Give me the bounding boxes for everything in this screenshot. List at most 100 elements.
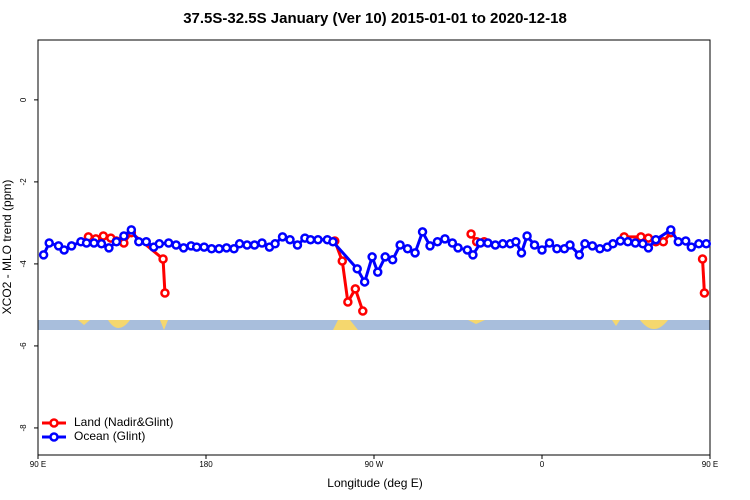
data-point (313, 234, 323, 245)
data-point (544, 238, 555, 248)
map-land (640, 320, 668, 329)
data-point (277, 232, 288, 242)
data-point (249, 240, 260, 250)
data-point (608, 239, 618, 249)
map-land (78, 320, 90, 325)
data-point (44, 238, 54, 248)
data-point (643, 243, 654, 253)
data-point (199, 242, 209, 252)
data-point (529, 240, 540, 250)
data-point (352, 264, 362, 274)
y-tick-label: -8 (19, 424, 28, 432)
series-line (701, 258, 706, 294)
data-point (178, 243, 189, 253)
y-tick-label: -2 (19, 178, 28, 186)
data-point (343, 297, 353, 307)
map-ocean (38, 320, 710, 330)
data-point (285, 234, 295, 245)
x-tick-label: 90 E (702, 460, 718, 469)
data-point (483, 238, 493, 248)
data-point (350, 284, 361, 294)
y-axis-label: XCO2 - MLO trend (ppm) (0, 180, 14, 315)
data-point (141, 237, 152, 247)
data-point (701, 239, 712, 249)
data-point (104, 243, 114, 253)
data-point (229, 243, 239, 254)
data-point (475, 238, 486, 248)
data-point (587, 241, 598, 251)
y-tick-label: -4 (19, 260, 28, 268)
data-point (191, 242, 202, 252)
data-point (395, 240, 405, 250)
data-point (440, 234, 450, 244)
legend-label: Land (Nadir&Glint) (74, 415, 173, 429)
data-point (119, 231, 129, 241)
data-point (234, 239, 245, 249)
data-point (134, 237, 144, 247)
data-point (98, 231, 109, 241)
x-tick-label: 0 (540, 460, 545, 469)
map-land (333, 320, 358, 330)
data-point (425, 241, 435, 251)
data-point (81, 238, 92, 248)
x-tick-label: 180 (199, 460, 213, 469)
data-point (89, 238, 99, 248)
map-land (468, 320, 485, 324)
data-point (66, 241, 77, 251)
data-point (111, 237, 122, 247)
data-point (680, 236, 691, 246)
data-point (221, 243, 232, 253)
data-point (160, 288, 170, 298)
data-point (257, 238, 267, 248)
data-point (574, 250, 585, 260)
data-point (686, 242, 697, 252)
data-point (580, 239, 590, 249)
data-point (466, 229, 476, 239)
data-point (673, 237, 684, 247)
data-point (630, 238, 641, 248)
data-point (402, 243, 413, 254)
data-point (522, 231, 532, 241)
data-point (565, 240, 575, 250)
data-point (59, 245, 69, 255)
y-tick-label: -6 (19, 342, 28, 350)
data-point (206, 243, 217, 254)
data-point (387, 255, 398, 265)
data-point (270, 239, 280, 249)
data-point (697, 254, 708, 264)
chart-title: 37.5S-32.5S January (Ver 10) 2015-01-01 … (183, 10, 567, 27)
data-point (158, 254, 168, 264)
data-point (453, 243, 463, 253)
data-point (651, 234, 661, 245)
data-point (666, 225, 676, 235)
data-point (38, 250, 49, 260)
data-point (490, 240, 501, 250)
x-tick-label: 90 W (365, 460, 384, 469)
data-point (694, 239, 704, 249)
data-point (658, 237, 669, 247)
data-point (595, 243, 605, 254)
data-point (537, 245, 547, 255)
data-point (126, 225, 137, 235)
data-point (468, 250, 478, 260)
data-point (498, 239, 508, 249)
data-point (516, 248, 527, 258)
data-point (292, 240, 303, 250)
data-point (511, 237, 521, 247)
data-point (552, 243, 562, 254)
legend-marker (49, 418, 59, 428)
data-point (337, 256, 348, 266)
data-point (380, 252, 390, 262)
legend-marker (49, 432, 59, 442)
data-point (615, 236, 626, 246)
data-point (171, 240, 181, 250)
data-point (367, 252, 377, 262)
y-tick-label: 0 (19, 97, 28, 102)
data-point (328, 237, 338, 247)
legend-label: Ocean (Glint) (74, 429, 145, 443)
x-axis-label: Longitude (deg E) (327, 476, 422, 490)
data-point (623, 237, 633, 247)
data-point (96, 239, 107, 249)
data-point (410, 248, 420, 258)
data-point (417, 227, 428, 237)
